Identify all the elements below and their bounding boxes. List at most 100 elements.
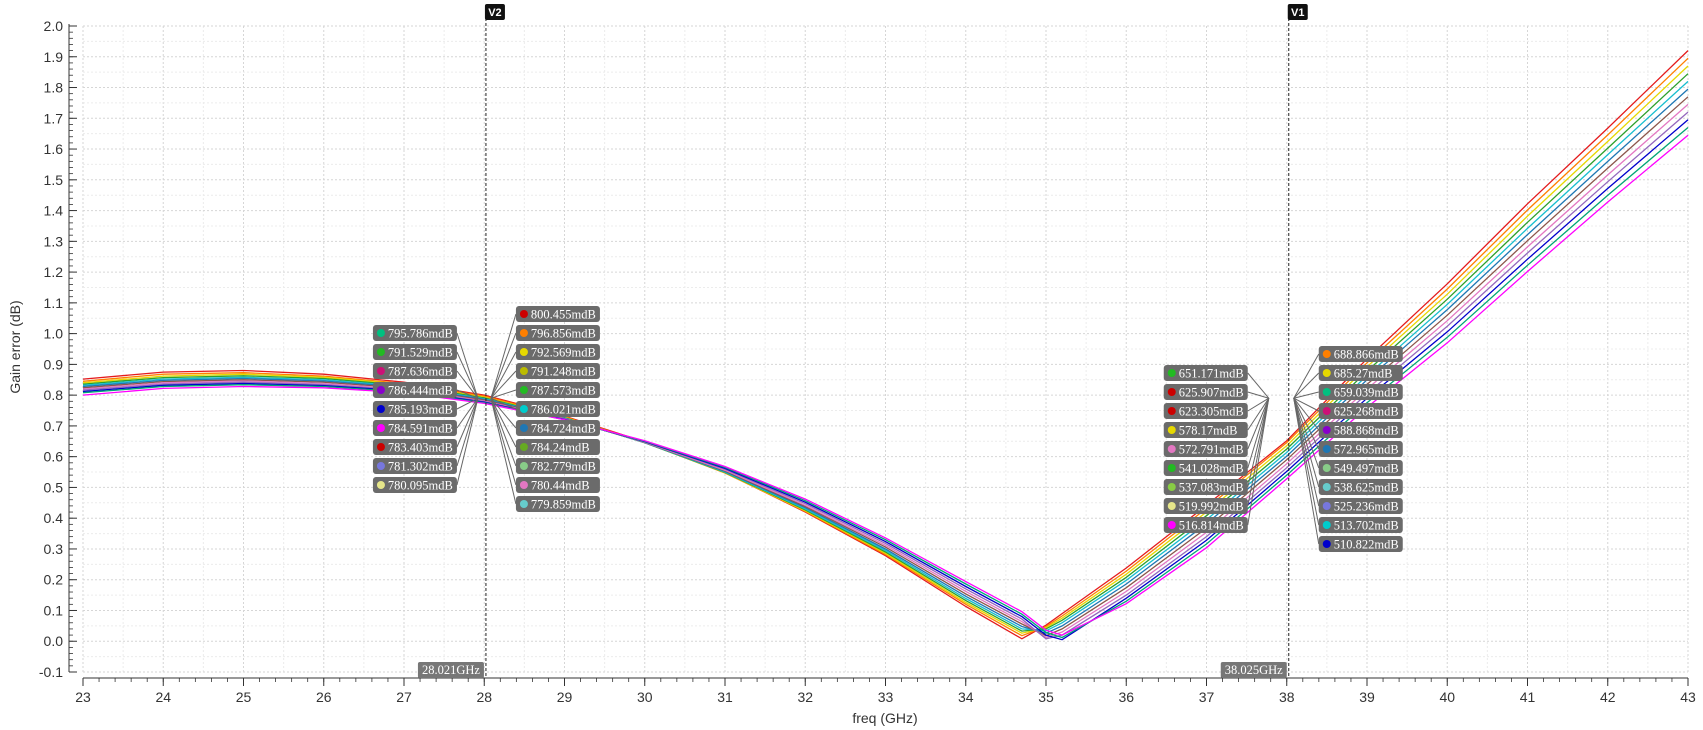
series-color-dot bbox=[376, 348, 385, 356]
series-color-dot bbox=[376, 424, 385, 432]
marker-leader-line bbox=[490, 398, 517, 467]
marker-leader-line bbox=[1247, 398, 1270, 488]
marker-value-label: 525.236mdB bbox=[1334, 500, 1399, 514]
marker-leader-line bbox=[1247, 398, 1270, 526]
marker-value-label: 796.856mdB bbox=[531, 327, 596, 341]
grid bbox=[82, 25, 1689, 673]
marker-value-label: 516.814mdB bbox=[1179, 519, 1244, 533]
marker-leader-line bbox=[1247, 397, 1270, 431]
x-tick-label: 24 bbox=[155, 689, 171, 705]
marker-value-label: 538.625mdB bbox=[1334, 481, 1399, 495]
marker-value-box bbox=[1163, 517, 1248, 533]
series-color-dot bbox=[1322, 464, 1331, 472]
series-color-dot bbox=[519, 386, 528, 394]
y-tick-label: 1.7 bbox=[44, 110, 64, 126]
series-line bbox=[82, 50, 1689, 640]
series-color-dot bbox=[1322, 407, 1331, 415]
marker-value-label: 784.591mdB bbox=[388, 422, 453, 436]
series-color-dot bbox=[1322, 445, 1331, 453]
marker-name-box[interactable] bbox=[1287, 4, 1308, 20]
marker-leader-line bbox=[1247, 398, 1270, 469]
y-tick-label: -0.1 bbox=[39, 664, 63, 680]
marker-name-box[interactable] bbox=[484, 4, 505, 20]
y-tick-label: 1.0 bbox=[44, 326, 64, 342]
series-color-dot bbox=[1167, 407, 1176, 415]
marker-value-box bbox=[515, 420, 600, 436]
marker-value-box bbox=[515, 325, 600, 341]
marker-leader-line bbox=[456, 370, 479, 399]
marker-name[interactable]: V2 bbox=[488, 7, 501, 19]
x-tick-label: 25 bbox=[236, 689, 252, 705]
marker-leader-line bbox=[456, 397, 479, 429]
marker-leader-line bbox=[1247, 398, 1270, 507]
series-line bbox=[82, 57, 1689, 637]
series-color-dot bbox=[1322, 388, 1331, 396]
marker-leader-line bbox=[1247, 398, 1270, 450]
series-color-dot bbox=[1322, 540, 1331, 548]
y-tick-label: 1.1 bbox=[44, 295, 64, 311]
y-tick-label: 1.4 bbox=[44, 203, 64, 219]
y-tick-label: 0.7 bbox=[44, 418, 64, 434]
marker-value-box bbox=[1318, 536, 1403, 552]
marker-value-box bbox=[1163, 441, 1248, 457]
y-tick-label: 1.3 bbox=[44, 233, 64, 249]
marker-value-label: 780.095mdB bbox=[388, 479, 453, 493]
marker-value-box bbox=[1318, 517, 1403, 533]
series-color-dot bbox=[1322, 502, 1331, 510]
marker-value-label: 787.636mdB bbox=[388, 365, 453, 379]
series-color-dot bbox=[519, 405, 528, 413]
markers[interactable]: V2 28.021GHz V1 38.025GHz 795.786mdB 791.529m… bbox=[372, 4, 1403, 678]
marker-leader-line bbox=[490, 313, 517, 399]
marker-value-box bbox=[1163, 479, 1248, 495]
x-tick-label: 27 bbox=[396, 689, 412, 705]
marker-value-label: 791.248mdB bbox=[531, 365, 596, 379]
marker-leader-line bbox=[1293, 398, 1320, 545]
x-tick-label: 43 bbox=[1680, 689, 1696, 705]
marker-value-box bbox=[1163, 365, 1248, 381]
marker-value-box bbox=[515, 344, 600, 360]
marker-value-box bbox=[515, 306, 600, 322]
series-color-dot bbox=[1322, 350, 1331, 358]
y-tick-label: 1.2 bbox=[44, 264, 64, 280]
marker-leader-line bbox=[456, 398, 479, 448]
marker-leader-line bbox=[456, 398, 479, 467]
y-tick-label: 0.0 bbox=[44, 633, 64, 649]
x-tick-label: 33 bbox=[878, 689, 894, 705]
x-tick-label: 39 bbox=[1359, 689, 1375, 705]
marker-leader-line bbox=[456, 398, 479, 486]
series-color-dot bbox=[376, 443, 385, 451]
marker-value-label: 784.24mdB bbox=[531, 441, 590, 455]
x-tick-label: 38 bbox=[1279, 689, 1295, 705]
marker-value-box bbox=[1163, 498, 1248, 514]
marker-leader-line bbox=[1293, 398, 1320, 507]
series-color-dot bbox=[1167, 521, 1176, 529]
series-color-dot bbox=[1167, 483, 1176, 491]
marker-value-box bbox=[1318, 460, 1403, 476]
x-tick-label: 29 bbox=[557, 689, 573, 705]
x-tick-label: 31 bbox=[717, 689, 733, 705]
y-tick-label: 0.8 bbox=[44, 387, 64, 403]
marker-value-box bbox=[515, 496, 600, 512]
marker-leader-line bbox=[456, 332, 479, 399]
x-tick-label: 26 bbox=[316, 689, 332, 705]
x-tick-label: 28 bbox=[476, 689, 492, 705]
series-color-dot bbox=[1322, 369, 1331, 377]
series-color-dot bbox=[1167, 426, 1176, 434]
marker-value-label: 795.786mdB bbox=[388, 327, 453, 341]
marker-value-label: 688.866mdB bbox=[1334, 348, 1399, 362]
marker-value-box bbox=[515, 363, 600, 379]
y-tick-label: 1.6 bbox=[44, 141, 64, 157]
y-tick-label: 0.6 bbox=[44, 449, 64, 465]
marker-value-box bbox=[1318, 441, 1403, 457]
y-tick-label: 0.3 bbox=[44, 541, 64, 557]
x-tick-label: 42 bbox=[1600, 689, 1616, 705]
x-tick-label: 34 bbox=[958, 689, 974, 705]
series-color-dot bbox=[1167, 369, 1176, 377]
series-color-dot bbox=[1167, 464, 1176, 472]
marker-value-box bbox=[1163, 422, 1248, 438]
marker-name[interactable]: V1 bbox=[1291, 7, 1304, 19]
marker-leader-line bbox=[490, 397, 517, 410]
marker-value-label: 572.791mdB bbox=[1179, 443, 1244, 457]
series-color-dot bbox=[519, 329, 528, 337]
